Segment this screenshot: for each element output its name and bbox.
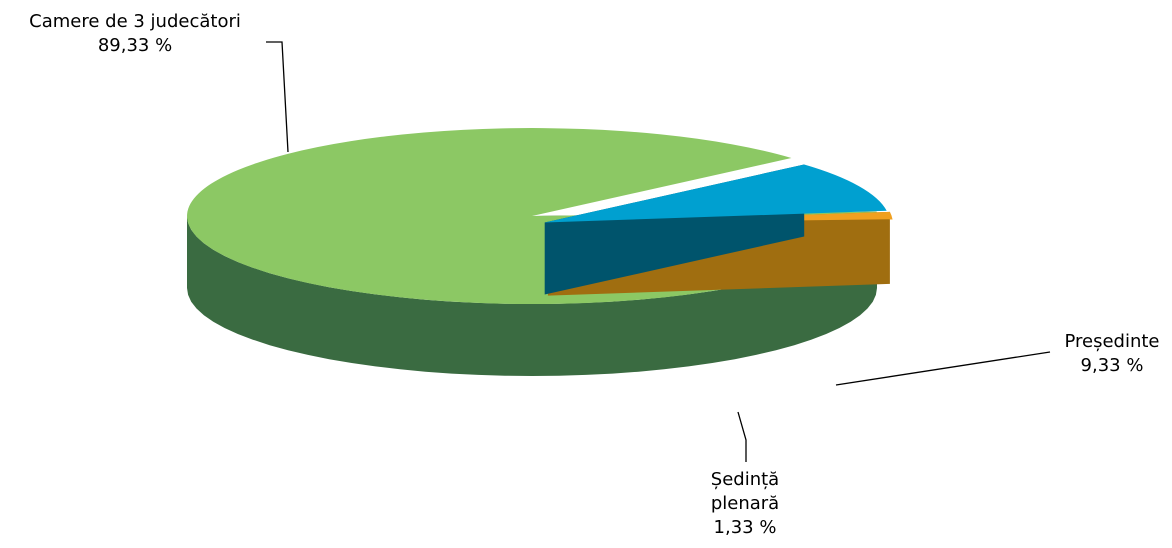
slice-label-presedinte-name: Președinte <box>1064 331 1160 352</box>
slice-label-camere-value: 89,33 % <box>97 35 173 56</box>
slice-label-sedinta-name-line2: plenară <box>710 493 780 514</box>
slice-presedinte-top <box>544 164 887 223</box>
slice-label-sedinta-name-line1: Ședință <box>710 469 780 490</box>
slice-label-camere-name: Camere de 3 judecători <box>29 11 241 32</box>
slice-label-presedinte: Președinte 9,33 % <box>1052 330 1172 378</box>
slice-label-presedinte-value: 9,33 % <box>1080 355 1144 376</box>
slice-label-sedinta-value: 1,33 % <box>713 517 777 538</box>
leader-camere <box>266 41 289 153</box>
leader-sedinta <box>737 411 747 462</box>
slice-label-camere: Camere de 3 judecători 89,33 % <box>0 10 270 58</box>
leader-presedinte <box>835 351 1051 386</box>
slice-label-sedinta: Ședință plenară 1,33 % <box>680 468 810 540</box>
slice-camere-side <box>187 216 877 376</box>
